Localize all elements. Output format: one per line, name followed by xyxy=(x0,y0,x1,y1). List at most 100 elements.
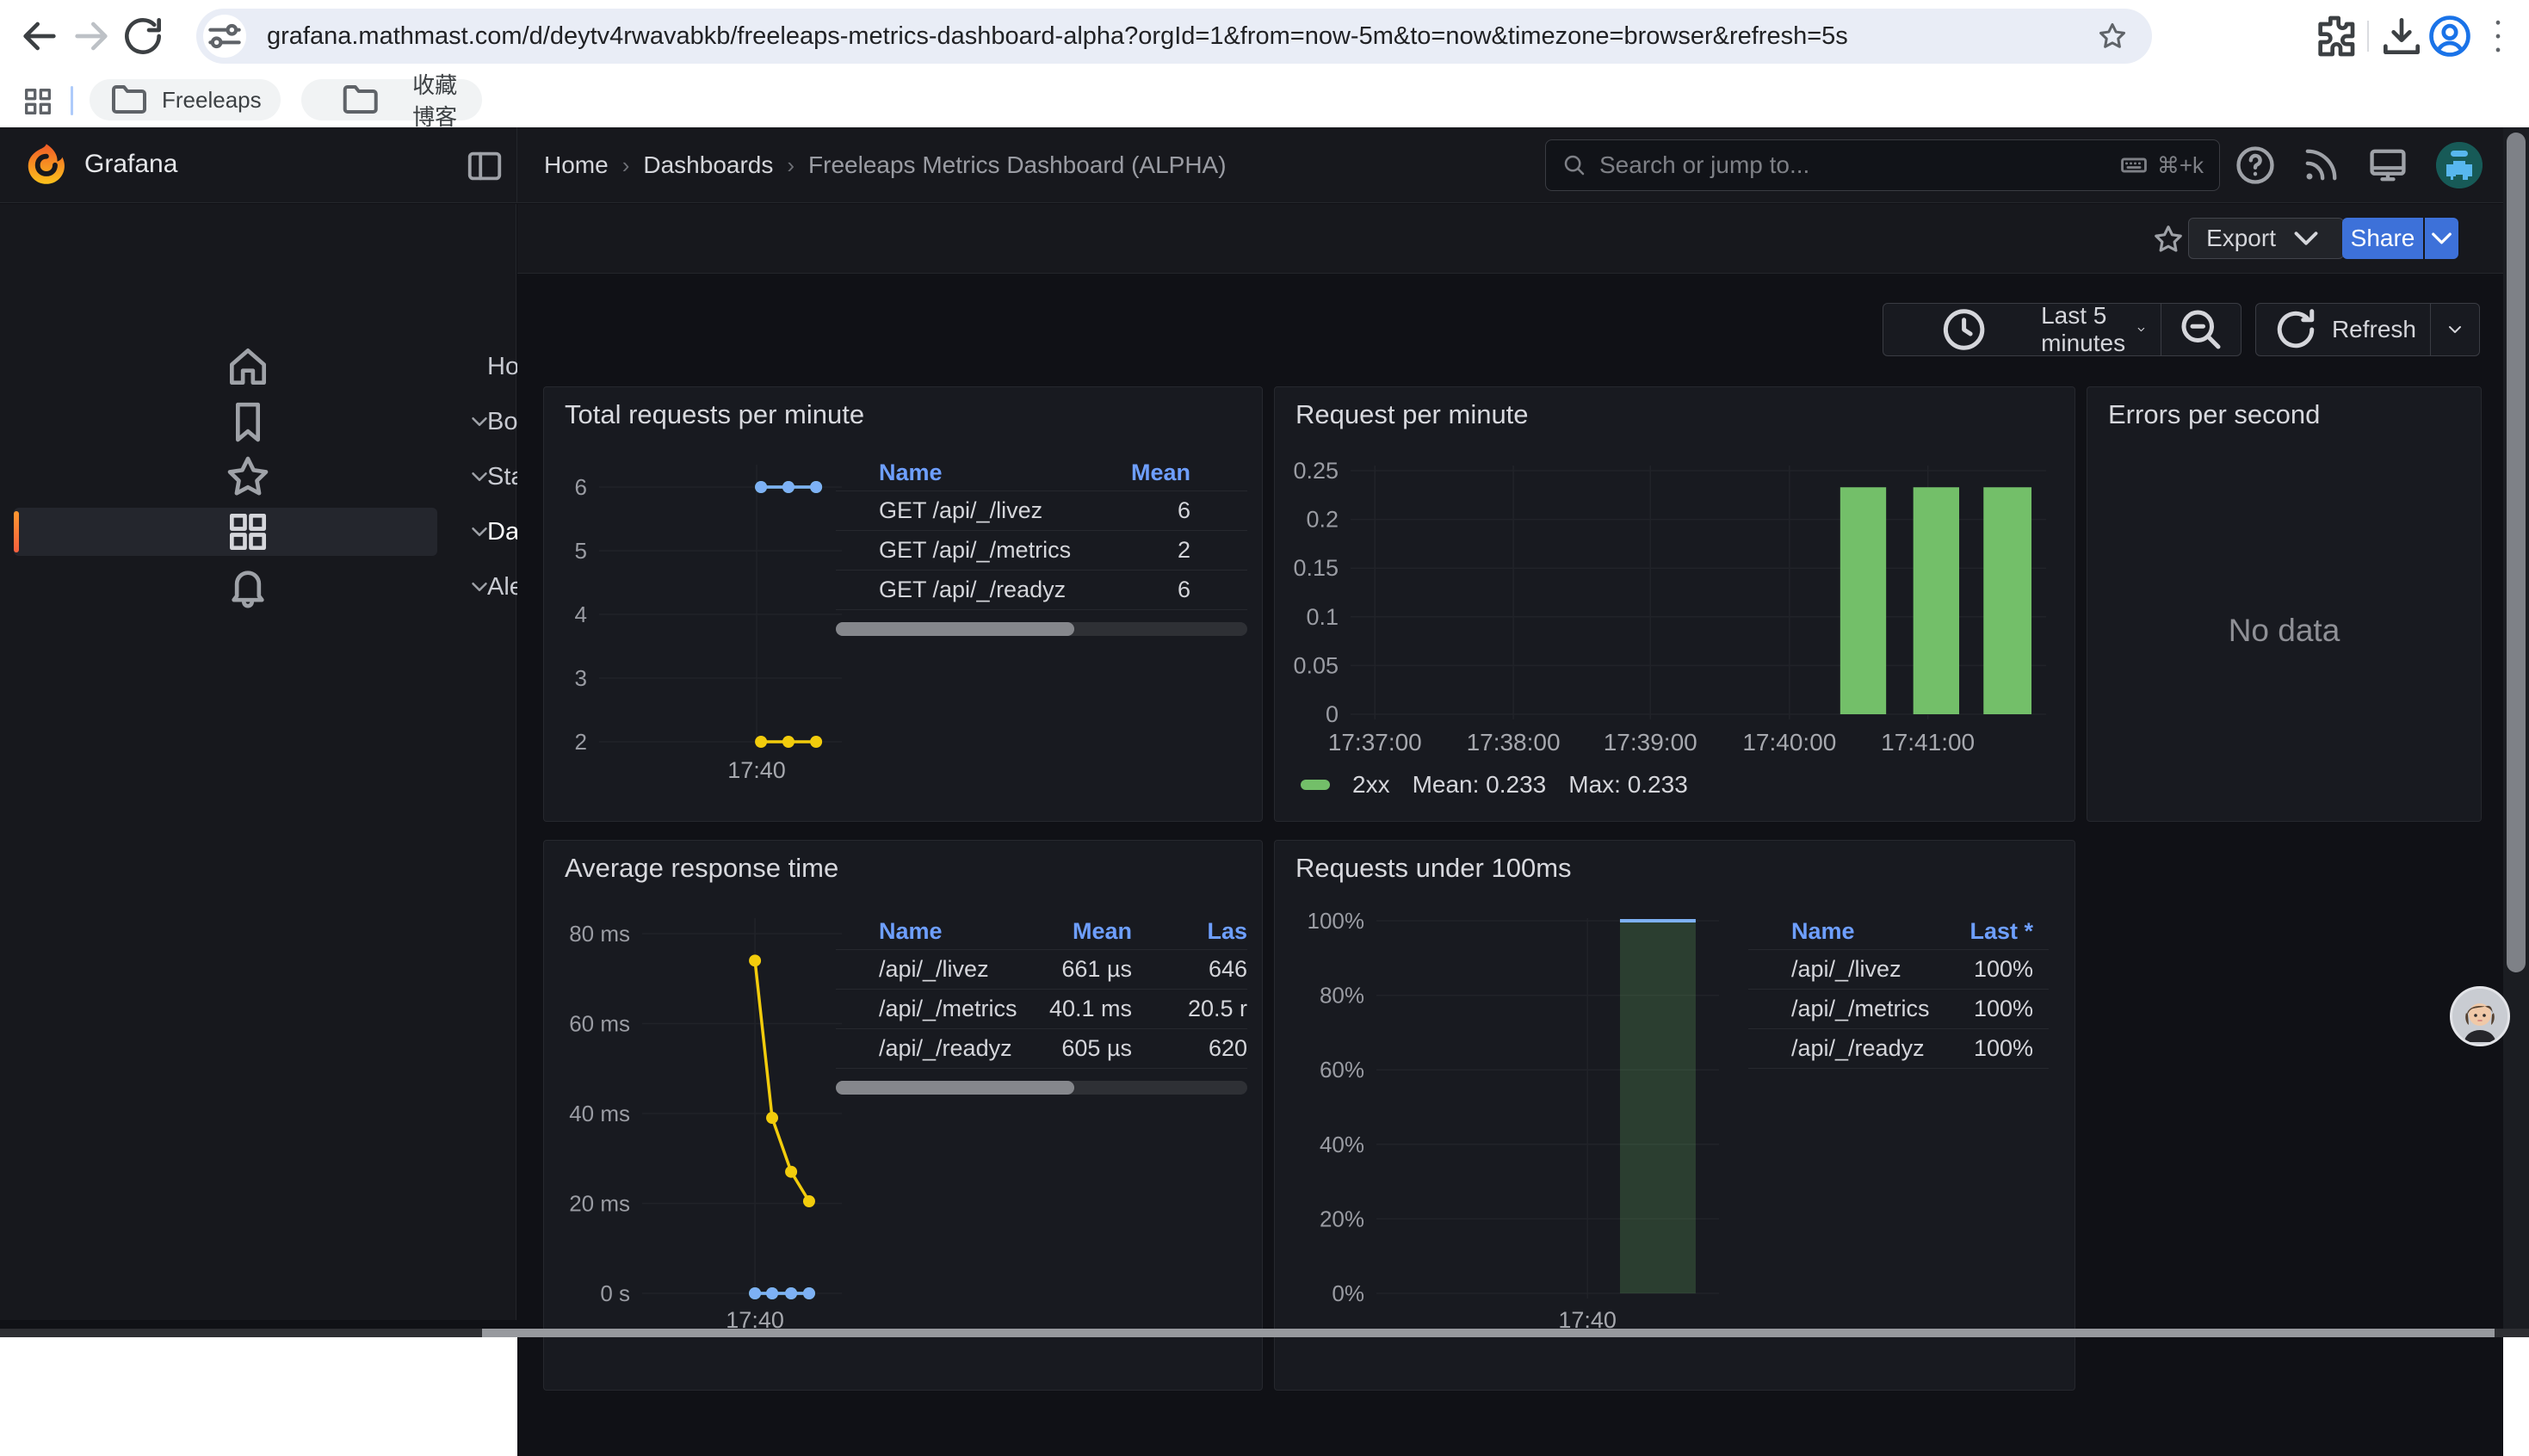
horizontal-scrollbar-thumb[interactable] xyxy=(482,1329,2495,1337)
chevron-down-icon xyxy=(2136,319,2147,340)
legend-column-header[interactable]: Last * xyxy=(1937,918,2033,945)
series-value: 2 xyxy=(1116,537,1190,564)
series-value: 620 xyxy=(1132,1035,1247,1062)
time-range-picker[interactable]: Last 5 minutes xyxy=(1883,304,2161,355)
legend-row[interactable]: GET /api/_/livez6 xyxy=(836,490,1247,530)
chevron-down-icon[interactable] xyxy=(467,519,492,545)
legend-column-header[interactable]: Las xyxy=(1132,918,1247,945)
series-name[interactable]: /api/_/livez xyxy=(1791,956,1937,983)
legend-row[interactable]: /api/_/livez100% xyxy=(1748,949,2049,989)
chevron-down-icon xyxy=(2445,319,2465,340)
series-name[interactable]: /api/_/metrics xyxy=(879,996,1042,1022)
legend-row[interactable]: /api/_/metrics40.1 ms20.5 r xyxy=(836,989,1247,1028)
user-avatar[interactable] xyxy=(2436,142,2483,188)
legend-inline[interactable]: 2xx Mean: 0.233 Max: 0.233 xyxy=(1301,771,1688,799)
legend-row[interactable]: /api/_/readyz605 µs620 xyxy=(836,1028,1247,1068)
sidebar-item-dashboards[interactable]: Dashboards xyxy=(0,508,516,556)
star-icon xyxy=(36,453,460,501)
chevron-down-icon[interactable] xyxy=(467,464,492,490)
profile-icon[interactable] xyxy=(2426,12,2474,60)
horizontal-scrollbar[interactable] xyxy=(0,1329,2529,1337)
site-settings-icon[interactable] xyxy=(203,15,246,58)
series-name[interactable]: /api/_/readyz xyxy=(879,1035,1042,1062)
news-rss-icon[interactable] xyxy=(2298,143,2343,188)
svg-text:17:40:00: 17:40:00 xyxy=(1742,729,1836,756)
legend-row[interactable]: /api/_/livez661 µs646 xyxy=(836,949,1247,989)
bookmark-label: Freeleaps xyxy=(162,87,262,114)
menu-icon[interactable] xyxy=(2474,12,2522,60)
grafana-logo-icon[interactable] xyxy=(22,141,69,188)
legend-column-header[interactable]: Mean xyxy=(1116,460,1190,486)
series-name[interactable]: 2xx xyxy=(1352,771,1390,799)
panel-title[interactable]: Errors per second xyxy=(2108,399,2320,430)
series-name[interactable]: /api/_/livez xyxy=(879,956,1042,983)
bookmark-folder[interactable]: Freeleaps xyxy=(90,79,281,120)
sidebar-item-link[interactable]: Dashboards xyxy=(14,508,437,556)
share-button[interactable]: Share xyxy=(2342,218,2423,259)
series-name[interactable]: GET /api/_/readyz xyxy=(879,577,1116,603)
breadcrumb-item[interactable]: Dashboards xyxy=(643,151,773,179)
legend-column-header[interactable]: Name xyxy=(1791,918,1937,945)
panel-title[interactable]: Requests under 100ms xyxy=(1295,853,1572,884)
sidebar-item-link[interactable]: Bookmarks xyxy=(14,398,437,446)
export-button[interactable]: Export xyxy=(2188,218,2344,259)
url-text[interactable]: grafana.mathmast.com/d/deytv4rwavabkb/fr… xyxy=(267,22,1848,51)
svg-text:60 ms: 60 ms xyxy=(569,1011,630,1037)
legend-column-header[interactable]: Mean xyxy=(1042,918,1132,945)
series-name[interactable]: GET /api/_/livez xyxy=(879,497,1116,524)
series-name[interactable]: /api/_/metrics xyxy=(1791,996,1937,1022)
star-dashboard-icon[interactable] xyxy=(2152,223,2185,256)
sidebar-item-home[interactable]: Home xyxy=(0,342,516,391)
search-input[interactable]: Search or jump to... ⌘+k xyxy=(1545,139,2220,191)
share-dropdown-button[interactable] xyxy=(2425,218,2458,259)
panel-title[interactable]: Request per minute xyxy=(1295,399,1529,430)
apps-grid-icon[interactable] xyxy=(21,84,55,119)
sidebar-item-link[interactable]: Home xyxy=(14,342,437,391)
series-value: 40.1 ms xyxy=(1042,996,1132,1022)
sidebar-toggle-icon[interactable] xyxy=(465,146,504,186)
refresh-interval-dropdown[interactable] xyxy=(2430,304,2479,355)
grafana-brand[interactable]: Grafana xyxy=(84,150,177,179)
sidebar-item-starred[interactable]: Starred xyxy=(0,453,516,501)
sidebar-item-link[interactable]: Starred xyxy=(14,453,437,501)
zoom-out-button[interactable] xyxy=(2161,304,2241,355)
legend-scrollbar[interactable] xyxy=(836,622,1247,636)
legend-row[interactable]: GET /api/_/readyz6 xyxy=(836,570,1247,609)
chevron-down-icon[interactable] xyxy=(467,409,492,435)
grafana-app: Grafana Home›Dashboards›Freeleaps Metric… xyxy=(0,127,2529,1329)
legend-column-header[interactable]: Name xyxy=(879,460,1116,486)
kiosk-monitor-icon[interactable] xyxy=(2365,143,2410,188)
legend-column-header[interactable]: Name xyxy=(879,918,1042,945)
vertical-scrollbar[interactable] xyxy=(2503,127,2529,1329)
bookmarks-bar: Freeleaps 收藏博客 xyxy=(0,72,2529,127)
breadcrumb-item[interactable]: Home xyxy=(544,151,609,179)
assistant-avatar[interactable] xyxy=(2450,986,2510,1046)
legend-row[interactable]: GET /api/_/metrics2 xyxy=(836,530,1247,570)
sidebar-item-link[interactable]: Alerting xyxy=(14,563,437,611)
back-icon[interactable] xyxy=(15,12,64,60)
legend-scrollbar[interactable] xyxy=(836,1081,1247,1095)
extensions-icon[interactable] xyxy=(2310,12,2359,60)
svg-text:60%: 60% xyxy=(1320,1057,1364,1083)
sidebar-item-alerting[interactable]: Alerting xyxy=(0,563,516,611)
panel-title[interactable]: Total requests per minute xyxy=(565,399,864,430)
sidebar-item-bookmarks[interactable]: Bookmarks xyxy=(0,398,516,446)
vertical-scrollbar-thumb[interactable] xyxy=(2507,133,2526,972)
bookmark-folder[interactable]: 收藏博客 xyxy=(301,79,482,120)
chevron-down-icon[interactable] xyxy=(467,574,492,600)
forward-icon[interactable] xyxy=(67,12,115,60)
svg-text:6: 6 xyxy=(575,474,587,500)
panel-title[interactable]: Average response time xyxy=(565,853,838,884)
address-bar[interactable]: grafana.mathmast.com/d/deytv4rwavabkb/fr… xyxy=(196,9,2152,64)
svg-text:0.25: 0.25 xyxy=(1293,458,1339,484)
reload-icon[interactable] xyxy=(119,12,167,60)
help-icon[interactable] xyxy=(2233,143,2278,188)
legend-row[interactable]: /api/_/metrics100% xyxy=(1748,989,2049,1028)
series-max: Max: 0.233 xyxy=(1568,771,1688,799)
refresh-button[interactable]: Refresh xyxy=(2256,304,2430,355)
series-name[interactable]: /api/_/readyz xyxy=(1791,1035,1937,1062)
legend-row[interactable]: /api/_/readyz100% xyxy=(1748,1028,2049,1068)
series-name[interactable]: GET /api/_/metrics xyxy=(879,537,1116,564)
downloads-icon[interactable] xyxy=(2378,12,2426,60)
bookmark-star-icon[interactable] xyxy=(2097,21,2128,52)
